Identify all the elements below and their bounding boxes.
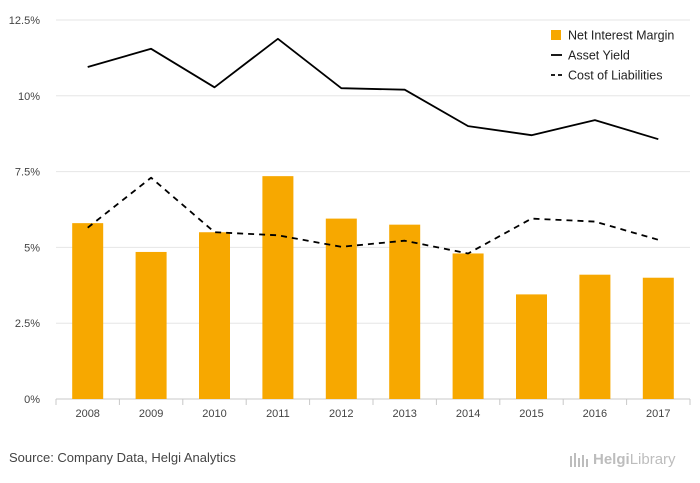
bar	[262, 176, 294, 399]
cost-of-liabilities-line	[87, 176, 659, 255]
bar	[642, 277, 674, 399]
legend-swatch	[551, 30, 561, 40]
bar	[72, 223, 104, 399]
y-tick-label: 7.5%	[15, 167, 40, 179]
library-icon	[570, 453, 588, 467]
y-tick-label: 0%	[24, 394, 40, 406]
x-tick-label: 2012	[329, 408, 353, 420]
x-tick-label: 2017	[646, 408, 670, 420]
bar	[199, 232, 230, 399]
legend-label: Asset Yield	[568, 49, 630, 63]
bar	[452, 253, 484, 399]
chart: 0% 2.5% 5% 7.5% 10% 12.5% 2008 2009 2010 2011 201…	[9, 15, 691, 420]
bar	[516, 294, 547, 399]
x-tick-label: 2013	[392, 408, 416, 420]
x-tick-label: 2011	[266, 408, 290, 420]
y-tick-label: 12.5%	[9, 15, 40, 27]
x-tick-label: 2009	[139, 408, 163, 420]
y-tick-label: 5%	[24, 242, 40, 254]
logo-text-library: Library	[629, 450, 676, 468]
x-tick-label: 2010	[202, 408, 226, 420]
legend-label: Cost of Liabilities	[568, 69, 663, 83]
bar	[579, 274, 611, 399]
x-axis: 2008 2009 2010 2011 2012 2013 2014 2015 2016 2017	[55, 399, 691, 420]
legend: Net Interest Margin Asset Yield Cost of Li…	[551, 29, 674, 83]
y-axis: 0% 2.5% 5% 7.5% 10% 12.5%	[9, 15, 40, 406]
bar	[389, 224, 421, 399]
x-tick-label: 2014	[456, 408, 480, 420]
x-tick-label: 2016	[583, 408, 607, 420]
bar	[135, 251, 167, 399]
x-tick-label: 2008	[75, 408, 99, 420]
x-tick-label: 2015	[519, 408, 543, 420]
bar	[325, 218, 357, 399]
legend-label: Net Interest Margin	[568, 29, 674, 43]
logo-text-helgi: Helgi	[593, 450, 630, 468]
source-note: Source: Company Data, Helgi Analytics	[9, 450, 236, 465]
y-tick-label: 10%	[18, 91, 40, 103]
line-series	[87, 37, 659, 255]
asset-yield-line	[87, 37, 659, 141]
bar-series	[72, 176, 674, 399]
y-tick-label: 2.5%	[15, 318, 40, 330]
helgi-library-logo: Helgi Library	[569, 448, 693, 470]
